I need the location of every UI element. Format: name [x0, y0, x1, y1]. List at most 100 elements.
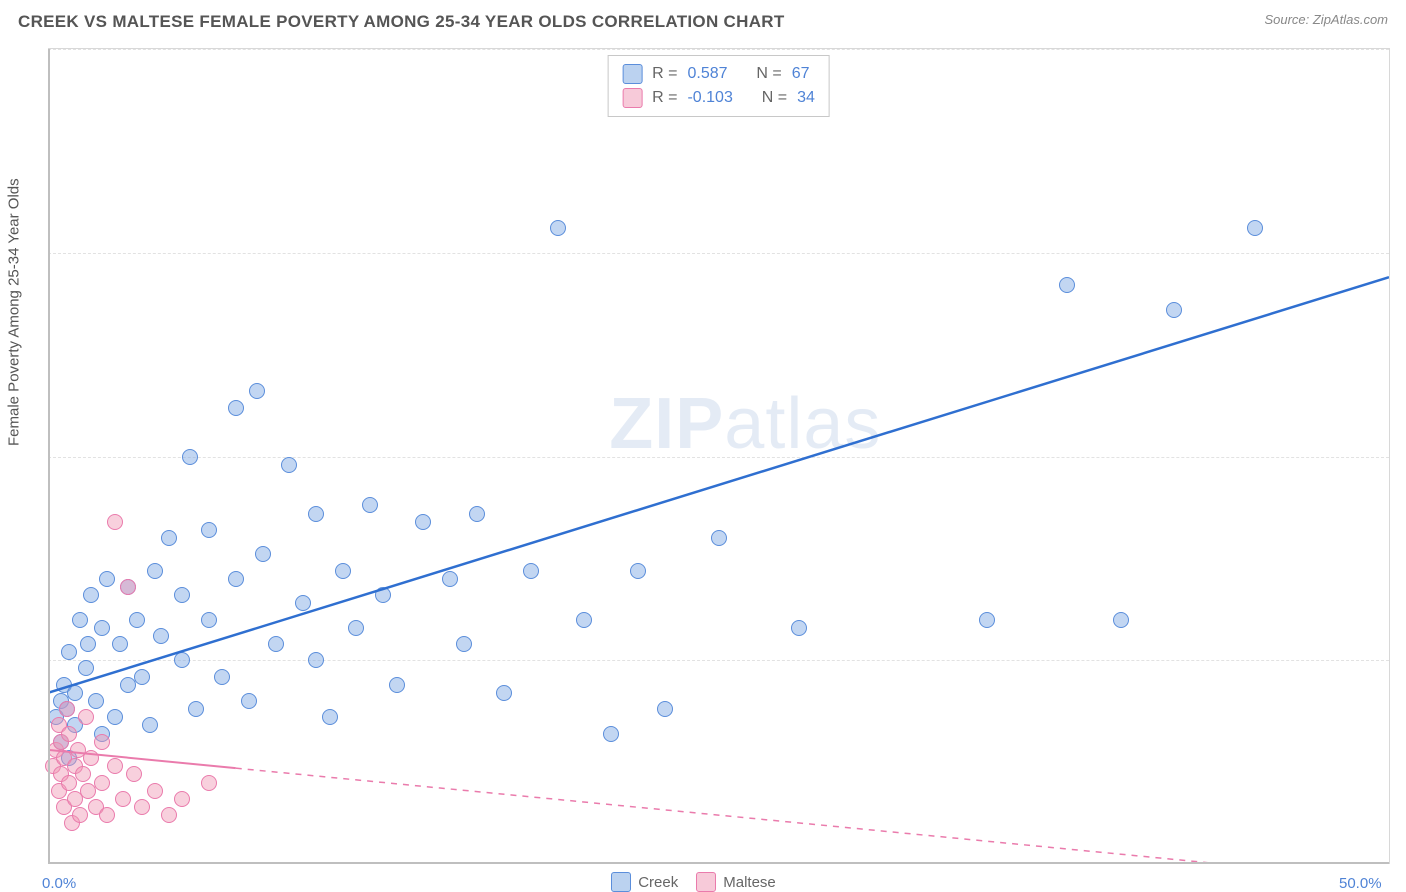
data-point [603, 726, 619, 742]
legend-item-creek: Creek [611, 872, 678, 892]
data-point [1059, 277, 1075, 293]
legend-label: Maltese [723, 874, 776, 891]
data-point [147, 783, 163, 799]
data-point [348, 620, 364, 636]
legend-item-maltese: Maltese [696, 872, 776, 892]
data-point [295, 595, 311, 611]
data-point [249, 383, 265, 399]
x-tick-label: 50.0% [1339, 875, 1382, 892]
n-label: N = [762, 86, 787, 110]
data-point [182, 449, 198, 465]
data-point [161, 530, 177, 546]
data-point [88, 693, 104, 709]
y-tick-label: 100.0% [1399, 41, 1406, 58]
legend-row-maltese: R = -0.103 N = 34 [622, 86, 815, 110]
legend-label: Creek [638, 874, 678, 891]
data-point [711, 530, 727, 546]
data-point [308, 652, 324, 668]
data-point [83, 587, 99, 603]
data-point [308, 506, 324, 522]
r-label: R = [652, 62, 677, 86]
data-point [456, 636, 472, 652]
data-point [322, 709, 338, 725]
plot-area: 25.0%50.0%75.0%100.0%0.0%50.0% [48, 49, 1389, 864]
gridline [48, 457, 1389, 458]
n-value: 67 [792, 62, 810, 86]
data-point [576, 612, 592, 628]
y-axis-line [48, 49, 50, 864]
data-point [107, 514, 123, 530]
data-point [415, 514, 431, 530]
data-point [94, 620, 110, 636]
data-point [1247, 220, 1263, 236]
gridline [48, 49, 1389, 50]
data-point [375, 587, 391, 603]
n-label: N = [756, 62, 781, 86]
data-point [214, 669, 230, 685]
data-point [362, 497, 378, 513]
data-point [174, 652, 190, 668]
data-point [630, 563, 646, 579]
data-point [1113, 612, 1129, 628]
legend-row-creek: R = 0.587 N = 67 [622, 62, 815, 86]
data-point [83, 750, 99, 766]
y-tick-label: 25.0% [1399, 652, 1406, 669]
data-point [496, 685, 512, 701]
x-tick-label: 0.0% [42, 875, 76, 892]
y-tick-label: 50.0% [1399, 448, 1406, 465]
data-point [255, 546, 271, 562]
gridline [48, 253, 1389, 254]
swatch-blue-icon [622, 64, 642, 84]
chart-area: R = 0.587 N = 67 R = -0.103 N = 34 ZIPat… [48, 48, 1390, 864]
data-point [99, 807, 115, 823]
data-point [188, 701, 204, 717]
data-point [126, 766, 142, 782]
correlation-legend: R = 0.587 N = 67 R = -0.103 N = 34 [607, 55, 830, 117]
data-point [120, 579, 136, 595]
header: CREEK VS MALTESE FEMALE POVERTY AMONG 25… [0, 0, 1406, 40]
chart-title: CREEK VS MALTESE FEMALE POVERTY AMONG 25… [18, 12, 785, 32]
swatch-pink-icon [622, 88, 642, 108]
data-point [112, 636, 128, 652]
data-point [80, 636, 96, 652]
data-point [61, 726, 77, 742]
data-point [442, 571, 458, 587]
data-point [75, 766, 91, 782]
data-point [61, 644, 77, 660]
swatch-pink-icon [696, 872, 716, 892]
data-point [153, 628, 169, 644]
n-value: 34 [797, 86, 815, 110]
gridline [48, 660, 1389, 661]
data-point [550, 220, 566, 236]
data-point [523, 563, 539, 579]
source-label: Source: ZipAtlas.com [1264, 12, 1388, 27]
r-label: R = [652, 86, 677, 110]
data-point [94, 775, 110, 791]
y-tick-label: 75.0% [1399, 244, 1406, 261]
data-point [99, 571, 115, 587]
data-point [107, 709, 123, 725]
data-point [1166, 302, 1182, 318]
data-point [134, 799, 150, 815]
data-point [94, 734, 110, 750]
data-point [147, 563, 163, 579]
data-point [201, 612, 217, 628]
data-point [78, 709, 94, 725]
r-value: 0.587 [687, 62, 727, 86]
r-value: -0.103 [687, 86, 732, 110]
data-point [791, 620, 807, 636]
data-point [78, 660, 94, 676]
data-point [174, 791, 190, 807]
data-point [174, 587, 190, 603]
series-legend: Creek Maltese [611, 872, 776, 892]
data-point [389, 677, 405, 693]
data-point [228, 400, 244, 416]
data-point [335, 563, 351, 579]
data-point [201, 522, 217, 538]
data-point [979, 612, 995, 628]
data-point [115, 791, 131, 807]
data-point [469, 506, 485, 522]
data-point [201, 775, 217, 791]
data-point [72, 612, 88, 628]
data-point [129, 612, 145, 628]
